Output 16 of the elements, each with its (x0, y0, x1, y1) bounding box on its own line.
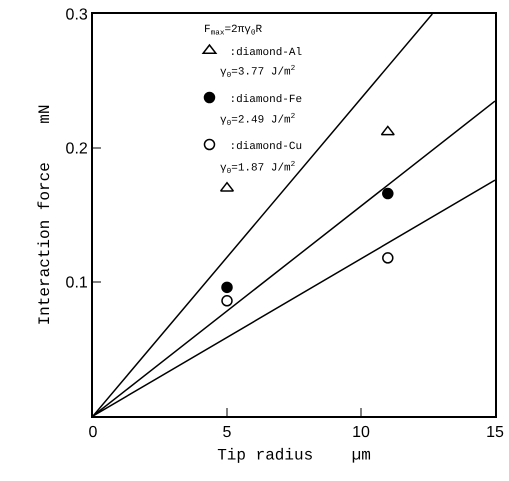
x-tick-label: 0 (88, 424, 98, 442)
legend-label: :diamond-Al (229, 46, 302, 59)
x-tick-label: 10 (352, 424, 370, 442)
annotation: γ$_{0}$=2.49 J/m$^{2}$ (220, 112, 296, 128)
y-axis-title: Interaction force mN (36, 104, 54, 326)
legend-label: :diamond-Fe (229, 94, 302, 106)
y-tick-label: 0.3 (66, 6, 88, 24)
annotation: F$_{max}$=2πγ$_{0}$R (204, 24, 262, 38)
x-axis-title: Tip radius µm (217, 446, 371, 464)
x-tick-label: 15 (486, 424, 504, 442)
y-tick-label: 0.2 (66, 140, 88, 158)
annotation: γ$_{0}$=3.77 J/m$^{2}$ (220, 64, 296, 80)
y-tick-label: 0.1 (66, 274, 88, 292)
annotation: γ$_{0}$=1.87 J/m$^{2}$ (220, 160, 296, 176)
legend-label: :diamond-Cu (229, 140, 302, 153)
x-tick-label: 5 (222, 424, 232, 442)
